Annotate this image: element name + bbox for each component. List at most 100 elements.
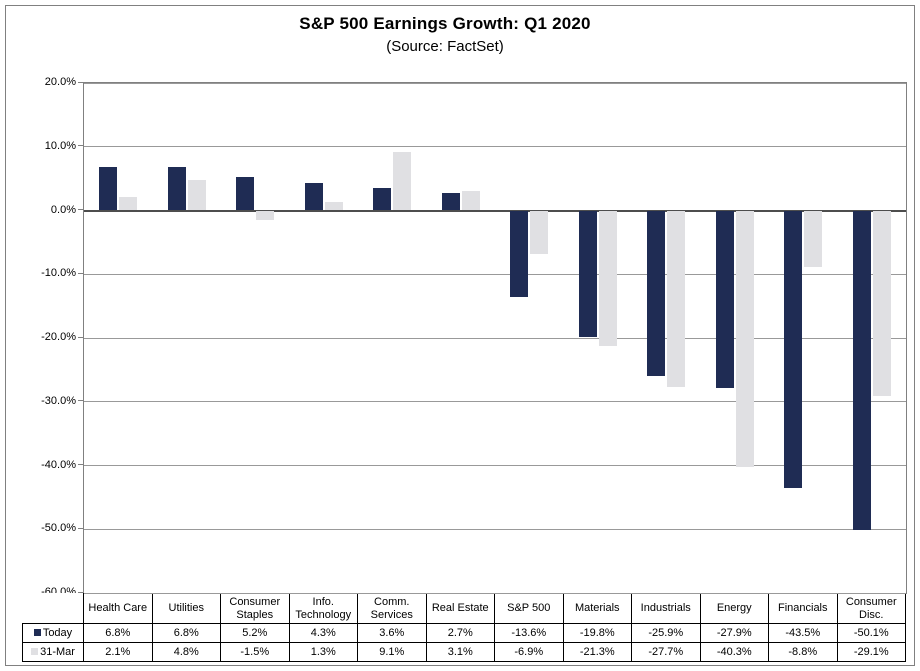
plot-area xyxy=(83,82,907,594)
bar-today xyxy=(236,177,255,211)
category-header-cell: Materials xyxy=(562,593,632,624)
y-axis-tick xyxy=(78,336,83,338)
y-axis-tick xyxy=(78,209,83,210)
y-axis-tick xyxy=(78,527,83,529)
bar-today xyxy=(784,210,803,488)
bar-today xyxy=(167,167,186,211)
table-value-cell: -13.6% xyxy=(494,623,564,643)
bar-31mar xyxy=(256,210,275,221)
table-value-cell: 6.8% xyxy=(151,623,221,643)
bar-today xyxy=(715,210,734,389)
table-value-cell: -29.1% xyxy=(836,642,906,662)
bar-today xyxy=(852,210,871,530)
bar-today xyxy=(510,210,529,298)
bar-today xyxy=(578,210,597,337)
y-axis-tick xyxy=(78,591,83,593)
zero-axis-line xyxy=(84,209,906,212)
bar-31mar xyxy=(598,210,617,347)
y-axis-label: -20.0% xyxy=(41,331,76,343)
table-value-cell: -6.9% xyxy=(494,642,564,662)
gridline xyxy=(84,146,906,148)
table-value-cell: 4.3% xyxy=(288,623,358,643)
category-header-cell: Consumer Disc. xyxy=(836,593,906,624)
category-header-cell: Energy xyxy=(699,593,769,624)
legend-cell: 31-Mar xyxy=(22,642,84,662)
y-axis-label: 20.0% xyxy=(44,76,76,88)
bar-today xyxy=(373,187,392,211)
gridline xyxy=(84,592,906,594)
table-value-cell: 3.1% xyxy=(425,642,495,662)
table-value-cell: -50.1% xyxy=(836,623,906,643)
category-header-cell: Consumer Staples xyxy=(220,593,290,624)
bar-31mar xyxy=(187,179,206,211)
table-value-row: Today 6.8% 6.8% 5.2% 4.3% 3.6% 2.7% -13.6% -19.8… xyxy=(22,623,906,643)
table-value-cell: 4.8% xyxy=(151,642,221,662)
table-value-cell: -1.5% xyxy=(220,642,290,662)
category-header-cell: Health Care xyxy=(83,593,153,624)
table-value-cell: -43.5% xyxy=(768,623,838,643)
y-axis-label: -30.0% xyxy=(41,394,76,407)
category-header-cell: Info. Technology xyxy=(288,593,358,624)
bar-31mar xyxy=(119,197,138,211)
data-table: Health Care Utilities Consumer Staples Info… xyxy=(22,593,906,662)
table-value-cell: -19.8% xyxy=(562,623,632,643)
table-value-cell: -8.8% xyxy=(768,642,838,662)
y-axis-label: 0.0% xyxy=(50,203,76,216)
category-header-cell: Utilities xyxy=(151,593,221,624)
table-header-row: Health Care Utilities Consumer Staples Info… xyxy=(23,593,906,624)
table-value-cell: 2.7% xyxy=(425,623,495,643)
gridline xyxy=(84,82,906,84)
legend-swatch-31mar xyxy=(31,648,39,656)
bar-31mar xyxy=(735,210,754,468)
category-header-cell: S&P 500 xyxy=(494,593,564,624)
table-value-cell: -27.9% xyxy=(699,623,769,643)
bar-31mar xyxy=(667,210,686,388)
table-corner-cell xyxy=(23,594,84,624)
y-axis-tick xyxy=(78,464,83,465)
gridline xyxy=(84,337,906,339)
category-header-cell: Comm. Services xyxy=(357,593,427,624)
y-axis-label: -10.0% xyxy=(41,267,76,280)
table-value-cell: 5.2% xyxy=(220,623,290,643)
table-value-cell: -21.3% xyxy=(562,642,632,662)
bar-today xyxy=(99,167,118,211)
category-header-cell: Real Estate xyxy=(425,593,495,624)
y-axis-label: -50.0% xyxy=(41,522,76,535)
y-axis-tick xyxy=(78,81,83,83)
table-value-cell: 1.3% xyxy=(288,642,358,662)
category-header-cell: Industrials xyxy=(631,593,701,624)
legend-swatch-today xyxy=(33,629,41,637)
bar-today xyxy=(647,210,666,376)
y-axis-label: -40.0% xyxy=(41,458,76,471)
gridline xyxy=(84,465,906,466)
gridline xyxy=(84,401,906,403)
category-header-cell: Financials xyxy=(768,593,838,624)
legend-cell: Today xyxy=(22,623,84,643)
table-value-row: 31-Mar 2.1% 4.8% -1.5% 1.3% 9.1% 3.1% -6.9% -21.… xyxy=(22,642,906,662)
legend-label: 31-Mar xyxy=(40,645,75,658)
bar-31mar xyxy=(872,210,891,396)
y-axis-tick xyxy=(78,272,83,274)
bar-31mar xyxy=(804,210,823,267)
chart-title: S&P 500 Earnings Growth: Q1 2020 xyxy=(299,14,591,33)
table-value-cell: -40.3% xyxy=(699,642,769,662)
chart-subtitle: (Source: FactSet) xyxy=(386,38,504,55)
table-value-cell: 9.1% xyxy=(357,642,427,662)
table-value-cell: 2.1% xyxy=(83,642,153,662)
table-value-cell: 6.8% xyxy=(83,623,153,643)
bar-31mar xyxy=(530,210,549,255)
y-axis-tick xyxy=(78,145,83,147)
table-value-cell: -27.7% xyxy=(631,642,701,662)
bar-31mar xyxy=(461,190,480,211)
y-axis-tick xyxy=(78,400,83,402)
table-value-cell: 3.6% xyxy=(357,623,427,643)
table-value-cell: -25.9% xyxy=(631,623,701,643)
y-axis-label: 10.0% xyxy=(44,139,76,152)
bar-today xyxy=(304,183,323,211)
bar-31mar xyxy=(393,152,412,211)
gridline xyxy=(84,528,906,530)
bar-31mar xyxy=(324,202,343,211)
bar-today xyxy=(441,193,460,211)
gridline xyxy=(84,273,906,275)
